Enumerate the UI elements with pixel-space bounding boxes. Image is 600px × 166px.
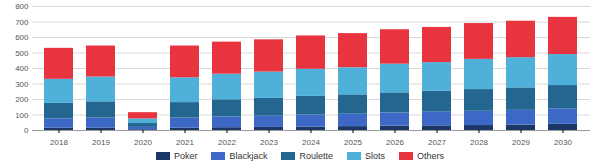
- html-text:Others: Others: [417, 151, 444, 161]
- svg-text:2028: 2028: [470, 138, 488, 147]
- svg-text:600: 600: [15, 33, 29, 42]
- svg-text:2023: 2023: [260, 138, 278, 147]
- svg-text:2018: 2018: [50, 138, 68, 147]
- html-text:Slots: Slots: [365, 151, 385, 161]
- svg-text:2021: 2021: [176, 138, 194, 147]
- svg-text:200: 200: [15, 95, 29, 104]
- svg-text:400: 400: [15, 64, 29, 73]
- svg-text:800: 800: [15, 2, 29, 11]
- html-text:Roulette: Roulette: [299, 151, 333, 161]
- svg-text:2025: 2025: [344, 138, 362, 147]
- svg-text:2019: 2019: [92, 138, 110, 147]
- html-text:Blackjack: Blackjack: [229, 151, 268, 161]
- html-text:Poker: Poker: [174, 151, 198, 161]
- svg-text:2022: 2022: [218, 138, 236, 147]
- svg-text:100: 100: [15, 111, 29, 120]
- svg-text:2024: 2024: [302, 138, 320, 147]
- svg-text:0: 0: [24, 126, 29, 135]
- svg-text:2027: 2027: [428, 138, 446, 147]
- svg-text:2030: 2030: [554, 138, 572, 147]
- svg-text:500: 500: [15, 49, 29, 58]
- svg-text:300: 300: [15, 80, 29, 89]
- svg-text:2026: 2026: [386, 138, 404, 147]
- svg-text:2029: 2029: [512, 138, 530, 147]
- svg-text:700: 700: [15, 18, 29, 27]
- svg-text:2020: 2020: [134, 138, 152, 147]
